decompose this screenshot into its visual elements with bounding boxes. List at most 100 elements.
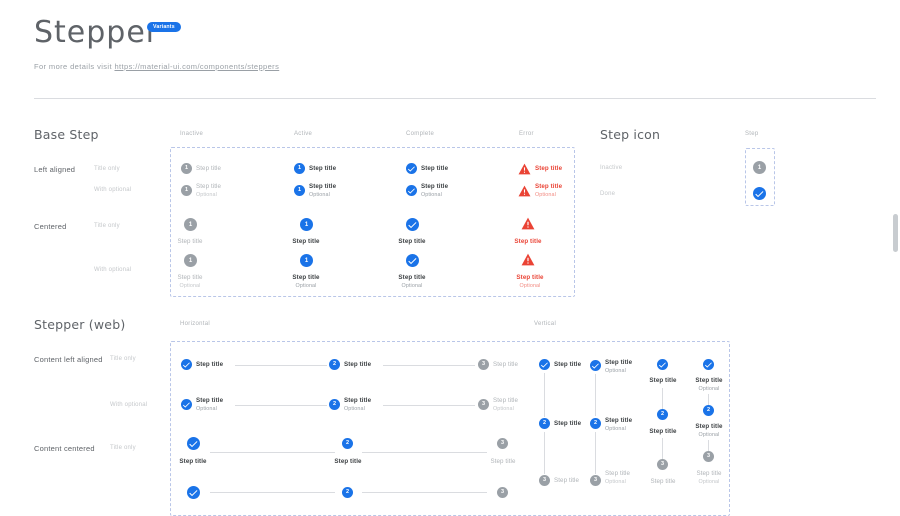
- step-icon-active[interactable]: 2: [703, 405, 714, 416]
- warning-triangle-icon[interactable]: [521, 217, 535, 230]
- step-icon-active[interactable]: 1: [294, 163, 305, 174]
- step-icon-inactive[interactable]: 3: [657, 459, 668, 470]
- step-title-error: Step title: [514, 238, 542, 245]
- step-icon-complete[interactable]: [187, 486, 200, 499]
- check-icon: [408, 222, 417, 229]
- step-title-complete: Step title: [421, 183, 449, 190]
- row-sub-with-optional-2: With optional: [94, 267, 132, 273]
- step-icon-inactive[interactable]: 3: [590, 475, 601, 486]
- step-icon-active[interactable]: 2: [329, 399, 340, 410]
- check-icon: [189, 441, 198, 448]
- step-title-inactive: Step title: [605, 470, 631, 477]
- row-label-centered: Centered: [34, 222, 67, 231]
- column-header-horizontal: Horizontal: [180, 321, 211, 327]
- step-title-inactive: Step title: [650, 478, 676, 485]
- step-icon-inactive[interactable]: 3: [497, 438, 508, 449]
- step-icon-inactive[interactable]: 3: [478, 399, 489, 410]
- row-label-icon-done: Done: [600, 191, 616, 197]
- step-title-inactive: Step title: [177, 238, 203, 245]
- page-title: Stepper: [34, 15, 160, 50]
- material-ui-link[interactable]: https://material-ui.com/components/stepp…: [114, 62, 280, 71]
- step-optional-label: Optional: [196, 406, 217, 412]
- step-icon-inactive[interactable]: 1: [753, 161, 766, 174]
- row-label-icon-inactive: Inactive: [600, 165, 623, 171]
- check-icon: [407, 188, 415, 194]
- step-icon-inactive[interactable]: 1: [181, 185, 192, 196]
- step-icon-complete[interactable]: [187, 437, 200, 450]
- stepper-connector: [383, 405, 475, 406]
- step-icon-inactive[interactable]: 3: [478, 359, 489, 370]
- step-title-complete: Step title: [649, 377, 677, 384]
- step-icon-inactive[interactable]: 1: [184, 254, 197, 267]
- step-icon-inactive[interactable]: 1: [184, 218, 197, 231]
- header-divider: [34, 98, 876, 99]
- subtitle-text: For more details visit: [34, 62, 115, 71]
- check-icon: [182, 362, 190, 368]
- step-title-inactive: Step title: [493, 397, 519, 404]
- step-icon-done[interactable]: [753, 187, 766, 200]
- step-title-error: Step title: [535, 165, 563, 172]
- step-icon-active[interactable]: 2: [590, 418, 601, 429]
- step-icon-inactive[interactable]: 3: [703, 451, 714, 462]
- step-title-inactive: Step title: [493, 361, 519, 368]
- step-icon-complete[interactable]: [181, 399, 192, 410]
- step-optional-label: Optional: [493, 406, 514, 412]
- stepper-web-frame: [170, 341, 730, 516]
- step-title-complete: Step title: [554, 361, 582, 368]
- step-title-active: Step title: [554, 420, 582, 427]
- step-icon-active[interactable]: 2: [539, 418, 550, 429]
- step-title-inactive: Step title: [177, 274, 203, 281]
- stepper-connector-vertical: [544, 373, 545, 417]
- step-icon-complete[interactable]: [590, 360, 601, 371]
- row-sub-title-only-4: Title only: [110, 445, 136, 451]
- step-optional-label: Optional: [421, 192, 442, 198]
- step-title-complete: Step title: [179, 458, 207, 465]
- step-optional-label: Optional: [344, 406, 365, 412]
- step-icon-complete[interactable]: [406, 185, 417, 196]
- stepper-connector-vertical: [662, 388, 663, 410]
- step-optional-label: Optional: [605, 426, 626, 432]
- row-sub-with-optional-3: With optional: [110, 402, 148, 408]
- step-title-active: Step title: [309, 165, 337, 172]
- step-icon-inactive[interactable]: 1: [181, 163, 192, 174]
- stepper-connector: [383, 365, 475, 366]
- warning-triangle-icon[interactable]: [518, 162, 531, 175]
- step-icon-inactive[interactable]: 3: [497, 487, 508, 498]
- step-icon-active[interactable]: 1: [300, 218, 313, 231]
- step-icon-complete[interactable]: [539, 359, 550, 370]
- step-icon-active[interactable]: 2: [329, 359, 340, 370]
- step-optional-label: Optional: [196, 192, 217, 198]
- row-sub-with-optional-1: With optional: [94, 187, 132, 193]
- row-sub-title-only-3: Title only: [110, 356, 136, 362]
- step-icon-complete[interactable]: [181, 359, 192, 370]
- step-icon-active[interactable]: 2: [342, 487, 353, 498]
- step-icon-active[interactable]: 2: [657, 409, 668, 420]
- stepper-connector-vertical: [544, 432, 545, 474]
- vertical-scrollbar[interactable]: [893, 214, 898, 252]
- step-icon-complete[interactable]: [657, 359, 668, 370]
- step-title-active: Step title: [292, 274, 320, 281]
- stepper-connector: [210, 452, 335, 453]
- check-icon: [658, 362, 666, 368]
- step-icon-complete[interactable]: [406, 218, 419, 231]
- stepper-connector: [235, 405, 327, 406]
- step-icon-complete[interactable]: [703, 359, 714, 370]
- step-icon-complete[interactable]: [406, 254, 419, 267]
- stepper-connector: [235, 365, 327, 366]
- step-optional-label: Optional: [698, 479, 720, 485]
- stepper-connector: [362, 492, 487, 493]
- step-title-inactive: Step title: [696, 470, 722, 477]
- step-icon-complete[interactable]: [406, 163, 417, 174]
- step-optional-label: Optional: [605, 368, 626, 374]
- warning-triangle-icon[interactable]: [518, 184, 531, 197]
- stepper-connector-vertical: [708, 440, 709, 452]
- row-label-content-left-aligned: Content left aligned: [34, 355, 103, 364]
- base-step-frame: [170, 147, 575, 297]
- check-icon: [704, 362, 712, 368]
- warning-triangle-icon[interactable]: [521, 253, 535, 266]
- step-icon-inactive[interactable]: 3: [539, 475, 550, 486]
- step-icon-active[interactable]: 2: [342, 438, 353, 449]
- step-icon-active[interactable]: 1: [300, 254, 313, 267]
- step-title-inactive: Step title: [490, 458, 516, 465]
- step-icon-active[interactable]: 1: [294, 185, 305, 196]
